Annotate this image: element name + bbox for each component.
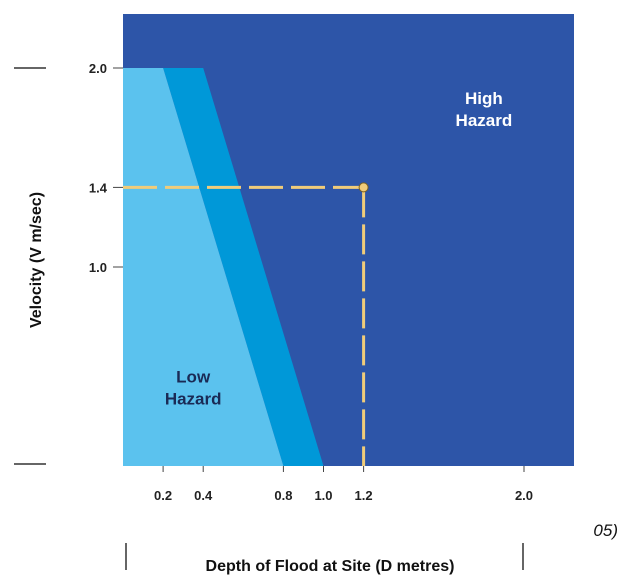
x-tick-label: 0.8 (274, 488, 292, 503)
y-axis-ticks: 2.0 1.4 1.0 (89, 61, 123, 275)
y-tick-label: 2.0 (89, 61, 107, 76)
high-hazard-label: Hazard (456, 111, 513, 130)
low-hazard-label: Low (176, 367, 211, 386)
y-tick-label: 1.0 (89, 260, 107, 275)
high-hazard-label: High (465, 89, 503, 108)
x-axis-title: Depth of Flood at Site (D metres) (206, 558, 455, 575)
x-tick-label: 2.0 (515, 488, 533, 503)
example-point (358, 182, 369, 193)
x-tick-label: 1.2 (355, 488, 373, 503)
x-tick-label: 0.2 (154, 488, 172, 503)
low-hazard-region (123, 68, 284, 466)
decorative-marks (14, 67, 524, 570)
x-axis-ticks: 0.2 0.4 0.8 1.0 1.2 2.0 (154, 466, 533, 503)
intermediate-hazard-region (163, 68, 324, 466)
y-axis-title: Velocity (V m/sec) (28, 192, 45, 328)
x-tick-label: 0.4 (194, 488, 213, 503)
low-hazard-label: Hazard (165, 389, 222, 408)
region-labels: High Hazard Low Hazard (165, 89, 512, 409)
x-tick-label: 1.0 (314, 488, 332, 503)
y-tick-label: 1.4 (89, 180, 108, 195)
cropped-caption-text: 05) (593, 521, 618, 540)
